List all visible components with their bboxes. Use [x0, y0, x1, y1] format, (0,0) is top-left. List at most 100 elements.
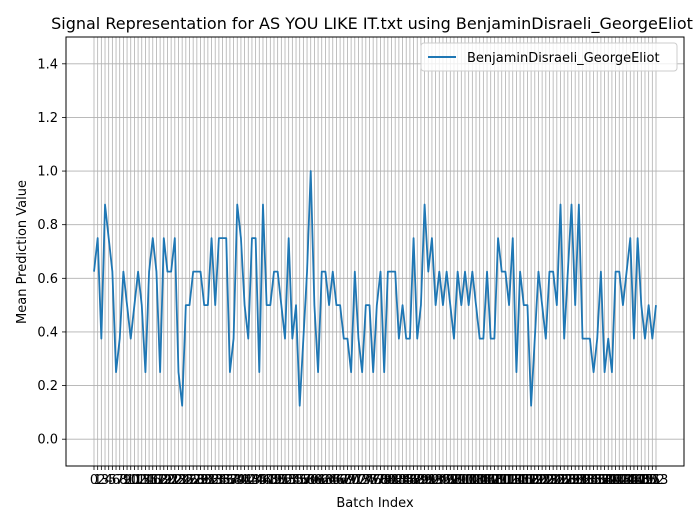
- x-tick-label: 52: [277, 473, 294, 488]
- x-tick-label: 53: [280, 473, 297, 488]
- legend-box: [420, 42, 678, 72]
- x-tick-label: 134: [574, 473, 599, 488]
- x-tick-label: 35: [214, 473, 231, 488]
- x-tick-label: 108: [478, 473, 503, 488]
- x-tick-label: 133: [570, 473, 595, 488]
- x-tick-label: 75: [361, 473, 378, 488]
- x-tick-label: 27: [185, 473, 202, 488]
- x-tick-label: 1: [94, 473, 102, 488]
- x-tick-label: 96: [438, 473, 455, 488]
- x-tick-label: 137: [585, 473, 610, 488]
- x-tick-label: 78: [372, 473, 389, 488]
- x-tick-label: 153: [644, 473, 669, 488]
- x-tick-label: 79: [376, 473, 393, 488]
- x-tick-label: 92: [424, 473, 441, 488]
- y-tick-label: 1.0: [37, 165, 58, 180]
- y-axis-ticks: 0.0 0.2 0.4 0.6 0.8 1.0 1.2 1.4: [37, 57, 66, 448]
- x-tick-label: 11: [126, 473, 143, 488]
- x-axis-ticks: 0123456789101112131415161718192021222324…: [90, 466, 669, 488]
- x-tick-label: 20: [159, 473, 176, 488]
- x-tick-label: 131: [563, 473, 588, 488]
- x-tick-label: 141: [600, 473, 625, 488]
- x-tick-label: 88: [409, 473, 426, 488]
- x-tick-label: 146: [618, 473, 643, 488]
- x-tick-label: 135: [577, 473, 602, 488]
- x-tick-label: 22: [167, 473, 184, 488]
- y-tick-label: 0.8: [37, 218, 58, 233]
- x-tick-label: 143: [607, 473, 632, 488]
- x-tick-label: 9: [123, 473, 131, 488]
- series-line: [93, 170, 657, 407]
- x-tick-label: 47: [258, 473, 275, 488]
- x-tick-label: 138: [588, 473, 613, 488]
- x-tick-label: 120: [522, 473, 547, 488]
- x-tick-label: 66: [328, 473, 345, 488]
- x-tick-label: 14: [137, 473, 154, 488]
- x-tick-label: 12: [130, 473, 147, 488]
- x-tick-label: 110: [486, 473, 511, 488]
- x-tick-label: 30: [196, 473, 213, 488]
- x-tick-label: 98: [446, 473, 463, 488]
- x-tick-label: 45: [251, 473, 268, 488]
- x-tick-label: 127: [548, 473, 573, 488]
- x-tick-label: 132: [566, 473, 591, 488]
- x-tick-label: 151: [636, 473, 661, 488]
- x-tick-label: 115: [504, 473, 529, 488]
- x-tick-label: 140: [596, 473, 621, 488]
- x-tick-label: 85: [398, 473, 415, 488]
- x-tick-label: 18: [152, 473, 169, 488]
- x-tick-label: 39: [229, 473, 246, 488]
- x-tick-label: 28: [189, 473, 206, 488]
- x-tick-label: 119: [519, 473, 544, 488]
- x-tick-label: 49: [266, 473, 283, 488]
- x-tick-label: 105: [467, 473, 492, 488]
- x-tick-label: 112: [493, 473, 518, 488]
- x-tick-label: 111: [489, 473, 514, 488]
- x-tick-label: 71: [347, 473, 364, 488]
- x-tick-label: 107: [475, 473, 500, 488]
- y-tick-label: 0.6: [37, 272, 58, 287]
- x-tick-label: 93: [427, 473, 444, 488]
- x-tick-label: 126: [544, 473, 569, 488]
- x-tick-label: 55: [288, 473, 305, 488]
- x-tick-label: 15: [141, 473, 158, 488]
- x-tick-label: 63: [317, 473, 334, 488]
- x-tick-label: 124: [537, 473, 562, 488]
- y-tick-label: 0.4: [37, 325, 58, 340]
- x-tick-label: 48: [262, 473, 279, 488]
- x-tick-label: 58: [299, 473, 316, 488]
- x-tick-label: 77: [369, 473, 386, 488]
- x-tick-label: 0: [90, 473, 98, 488]
- x-tick-label: 23: [170, 473, 187, 488]
- x-tick-label: 34: [211, 473, 228, 488]
- x-tick-label: 8: [119, 473, 127, 488]
- x-tick-label: 33: [207, 473, 224, 488]
- x-tick-label: 19: [156, 473, 173, 488]
- x-tick-label: 32: [203, 473, 220, 488]
- y-axis-label: Mean Prediction Value: [15, 180, 30, 324]
- x-tick-label: 68: [336, 473, 353, 488]
- legend: BenjaminDisraeli_GeorgeEliot: [420, 42, 678, 72]
- x-axis-label: Batch Index: [336, 496, 414, 511]
- x-tick-label: 74: [358, 473, 375, 488]
- x-tick-label: 101: [453, 473, 478, 488]
- x-tick-label: 144: [611, 473, 636, 488]
- x-tick-label: 17: [148, 473, 165, 488]
- x-tick-label: 51: [273, 473, 290, 488]
- x-tick-label: 90: [416, 473, 433, 488]
- x-tick-label: 31: [200, 473, 217, 488]
- x-tick-label: 29: [192, 473, 209, 488]
- x-tick-label: 102: [456, 473, 481, 488]
- x-tick-label: 122: [530, 473, 555, 488]
- x-tick-label: 73: [354, 473, 371, 488]
- x-tick-label: 94: [431, 473, 448, 488]
- chart-title: Signal Representation for AS YOU LIKE IT…: [51, 14, 693, 34]
- x-tick-label: 109: [482, 473, 507, 488]
- x-tick-label: 24: [174, 473, 191, 488]
- x-tick-label: 125: [541, 473, 566, 488]
- x-tick-label: 116: [508, 473, 533, 488]
- x-tick-label: 61: [310, 473, 327, 488]
- x-tick-label: 54: [284, 473, 301, 488]
